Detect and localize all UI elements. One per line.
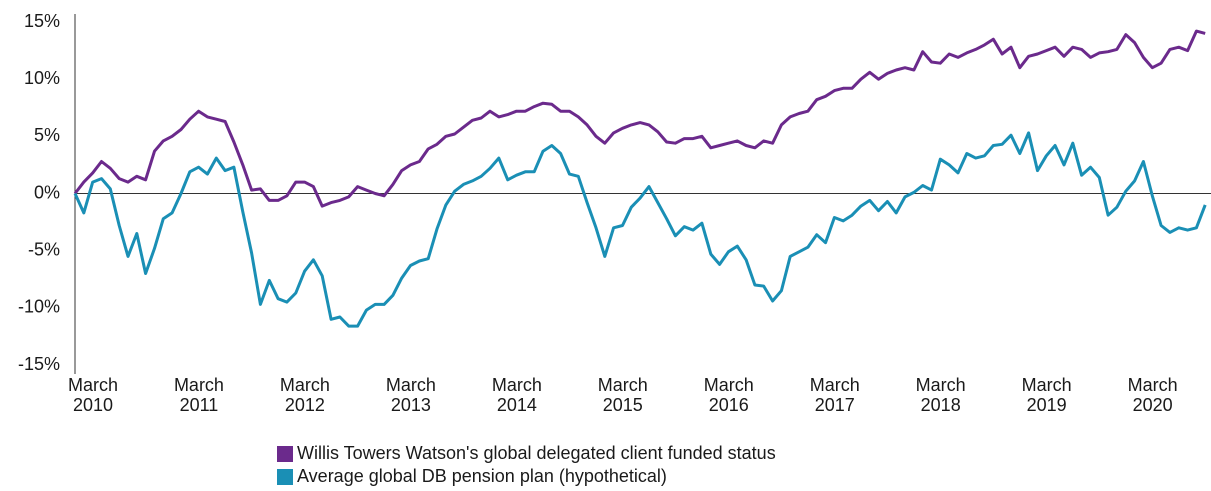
x-tick-label: March 2010 [68, 375, 118, 415]
series-line [73, 29, 1206, 208]
x-tick-label: March 2018 [916, 375, 966, 415]
y-tick-label: 10% [24, 68, 60, 88]
x-tick-label: March 2013 [386, 375, 436, 415]
legend-label: Average global DB pension plan (hypothet… [297, 466, 667, 486]
x-tick-label: March 2020 [1128, 375, 1178, 415]
series-line [73, 131, 1207, 328]
x-tick-label: March 2014 [492, 375, 542, 415]
x-tick-label: March 2016 [704, 375, 754, 415]
y-tick-label: -10% [18, 297, 60, 317]
y-tick-label: 0% [34, 182, 60, 202]
y-tick-label: -5% [28, 239, 60, 259]
y-tick-label: 15% [24, 11, 60, 31]
x-tick-label: March 2015 [598, 375, 648, 415]
legend-swatch [277, 469, 293, 485]
y-tick-label: 5% [34, 125, 60, 145]
legend-label: Willis Towers Watson's global delegated … [297, 443, 776, 463]
y-tick-label: -15% [18, 354, 60, 374]
x-tick-label: March 2017 [810, 375, 860, 415]
x-tick-label: March 2011 [174, 375, 224, 415]
legend-swatch [277, 446, 293, 462]
x-tick-label: March 2019 [1022, 375, 1072, 415]
x-tick-label: March 2012 [280, 375, 330, 415]
